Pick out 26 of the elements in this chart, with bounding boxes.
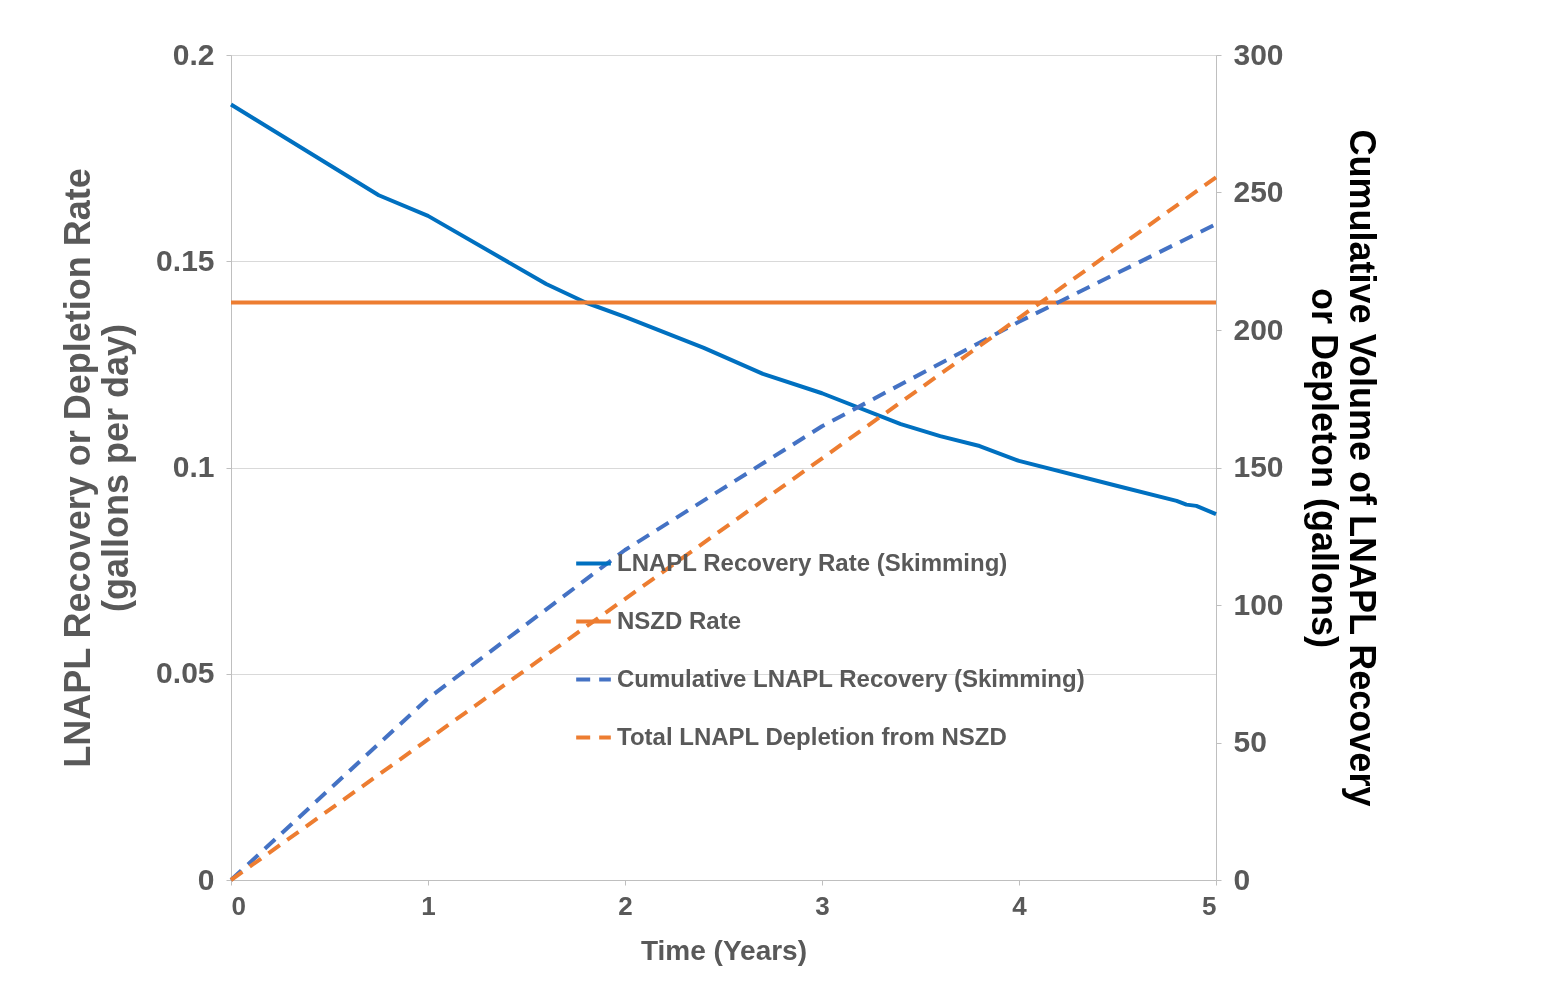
y-tick-label: 0.05 xyxy=(156,656,215,690)
x-tick-label: 0 xyxy=(231,890,246,921)
y2-tick-label: 150 xyxy=(1233,450,1284,483)
legend-label: Cumulative LNAPL Recovery (Skimming) xyxy=(617,664,1085,692)
y-axis-title: LNAPL Recovery or Depletion Rate (gallons per day) xyxy=(57,168,137,768)
y-tick-label: 0.2 xyxy=(172,37,215,71)
line-series xyxy=(229,102,1218,517)
x-tick-label: 3 xyxy=(815,890,830,921)
x-tick-label: 2 xyxy=(618,890,633,921)
y2-tick-label: 300 xyxy=(1233,37,1284,71)
legend-label: LNAPL Recovery Rate (Skimming) xyxy=(617,548,1008,576)
legend-label: Total LNAPL Depletion from NSZD xyxy=(617,722,1007,750)
y2-axis-title: Cumulative Volume of LNAPL Recovery or Depleton (gallons) xyxy=(1303,129,1383,807)
x-tick-label: 4 xyxy=(1012,890,1028,921)
y2-tick-label: 50 xyxy=(1233,725,1267,758)
y-tick-label: 0 xyxy=(197,862,215,896)
y-tick-label: 0.15 xyxy=(156,243,215,277)
x-tick-label: 5 xyxy=(1202,890,1217,921)
y-tick-label: 0.1 xyxy=(172,450,215,483)
x-axis-title: Time (Years) xyxy=(640,934,808,966)
x-tick-label: 1 xyxy=(421,890,436,921)
y2-tick-label: 200 xyxy=(1233,312,1284,346)
legend-label: NSZD Rate xyxy=(617,606,742,634)
y2-tick-label: 0 xyxy=(1233,862,1251,896)
y2-tick-label: 250 xyxy=(1233,175,1284,208)
y2-tick-label: 100 xyxy=(1233,587,1284,621)
